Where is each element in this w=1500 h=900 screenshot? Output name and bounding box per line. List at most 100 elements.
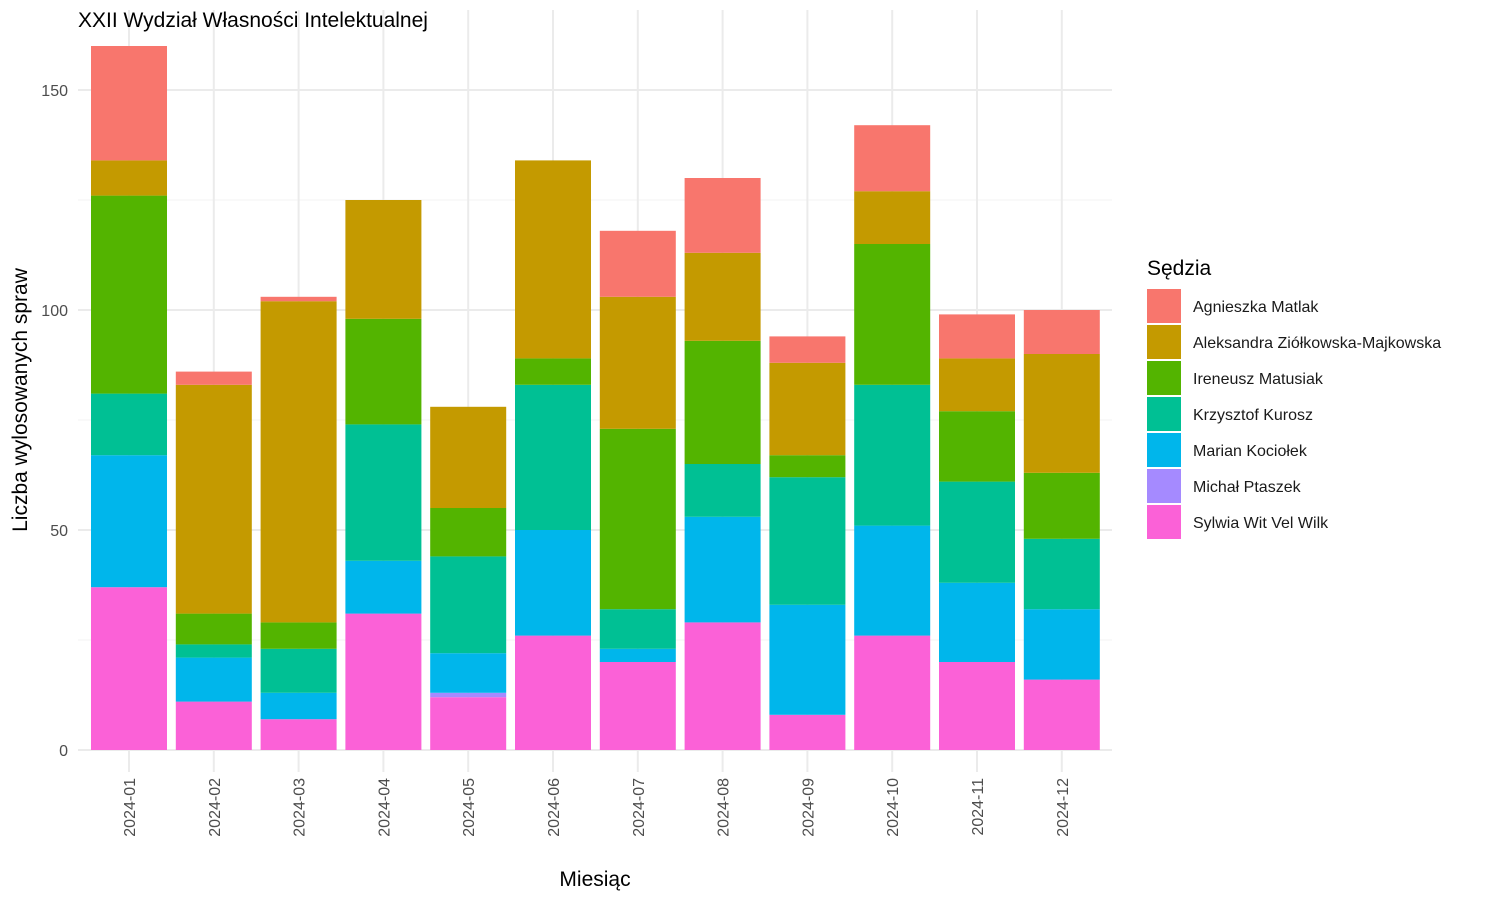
bar-segment: [345, 200, 422, 319]
y-axis-title: Liczba wylosowanych spraw: [9, 267, 32, 532]
legend-label: Agnieszka Matlak: [1193, 299, 1319, 316]
x-tick-label: 2024-12: [1055, 778, 1072, 837]
bar-segment: [260, 296, 337, 302]
bar-segment: [1023, 472, 1100, 539]
bar-segment: [515, 160, 591, 359]
bar-segment: [684, 340, 761, 464]
bar-segment: [769, 455, 846, 478]
legend-label: Sylwia Wit Vel Wilk: [1193, 515, 1329, 532]
legend-label: Ireneusz Matusiak: [1193, 371, 1324, 388]
bar-segment: [175, 701, 252, 750]
bar-segment: [684, 178, 761, 253]
bar-segment: [854, 125, 931, 192]
y-axis-ticks: 0 50 100 150: [41, 83, 68, 760]
y-tick-label: 100: [41, 303, 68, 320]
bar-segment: [430, 508, 507, 557]
bar-segment: [599, 648, 676, 662]
x-tick-label: 2024-05: [461, 778, 478, 837]
bar-segment: [175, 657, 252, 702]
bar-segment: [430, 653, 507, 693]
legend-swatch: [1147, 289, 1181, 323]
bar-segment: [1023, 609, 1100, 680]
y-tick-label: 0: [59, 743, 68, 760]
bar-segment: [599, 609, 676, 649]
bar-segment: [1023, 538, 1100, 610]
bar-segment: [260, 301, 337, 623]
bar-segment: [939, 358, 1015, 412]
bar-segment: [91, 587, 167, 750]
bar-segment: [684, 252, 761, 341]
bar-segment: [684, 516, 761, 623]
legend-label: Aleksandra Ziółkowska-Majkowska: [1193, 335, 1441, 352]
y-tick-label: 150: [41, 83, 68, 100]
bar-segment: [345, 613, 422, 750]
x-axis-title: Miesiąc: [559, 868, 630, 891]
bar-segment: [260, 648, 337, 693]
legend: Sędzia Agnieszka Matlak Aleksandra Ziółko…: [1147, 257, 1441, 539]
chart-title: XXII Wydział Własności Intelektualnej: [78, 9, 428, 32]
bar-segment: [260, 719, 337, 750]
bar-segment: [769, 477, 846, 605]
bar-segment: [854, 384, 931, 526]
bar-segment: [1023, 354, 1100, 473]
bar-segment: [769, 604, 846, 715]
bar-segment: [91, 455, 167, 588]
x-tick-label: 2024-08: [716, 778, 733, 837]
bar-segment: [91, 46, 167, 161]
bar-segment: [175, 613, 252, 645]
x-axis-ticks: 2024-01 2024-02 2024-03 2024-04 2024-05 2024-…: [122, 778, 1072, 837]
bars: [91, 46, 1100, 750]
bar-segment: [939, 582, 1015, 662]
bar-segment: [599, 230, 676, 297]
bar-segment: [599, 662, 676, 750]
bar-segment: [260, 622, 337, 649]
bar-segment: [515, 384, 591, 530]
bar-segment: [345, 560, 422, 614]
bar-segment: [91, 195, 167, 394]
bar-segment: [91, 160, 167, 196]
bar-segment: [939, 411, 1015, 482]
bar-segment: [854, 191, 931, 244]
bar-segment: [515, 530, 591, 636]
bar-segment: [599, 428, 676, 610]
bar-segment: [430, 692, 507, 698]
bar-segment: [769, 362, 846, 456]
legend-swatch: [1147, 433, 1181, 467]
x-tick-label: 2024-03: [292, 778, 309, 837]
x-tick-label: 2024-02: [207, 778, 224, 837]
x-tick-label: 2024-07: [631, 778, 648, 837]
bar-segment: [515, 635, 591, 750]
legend-label: Marian Kociołek: [1193, 443, 1308, 460]
legend-label: Michał Ptaszek: [1193, 479, 1302, 496]
legend-swatch: [1147, 325, 1181, 359]
bar-segment: [91, 393, 167, 456]
legend-swatch: [1147, 469, 1181, 503]
bar-segment: [854, 525, 931, 636]
x-tick-label: 2024-10: [885, 778, 902, 837]
legend-swatch: [1147, 397, 1181, 431]
x-tick-label: 2024-06: [546, 778, 563, 837]
bar-segment: [175, 371, 252, 385]
legend-swatch: [1147, 505, 1181, 539]
legend-swatch: [1147, 361, 1181, 395]
bar-segment: [430, 406, 507, 508]
bar-segment: [430, 556, 507, 654]
bar-segment: [1023, 310, 1100, 354]
bar-segment: [769, 714, 846, 750]
bar-segment: [515, 358, 591, 385]
x-tick-label: 2024-01: [122, 778, 139, 837]
bar-segment: [345, 318, 422, 425]
bar-segment: [939, 662, 1015, 750]
x-tick-label: 2024-11: [970, 778, 987, 836]
legend-title: Sędzia: [1147, 257, 1212, 280]
bar-segment: [854, 635, 931, 750]
bar-segment: [430, 697, 507, 750]
bar-segment: [1023, 679, 1100, 750]
bar-segment: [939, 481, 1015, 583]
x-tick-label: 2024-04: [376, 778, 393, 837]
x-tick-label: 2024-09: [800, 778, 817, 837]
bar-segment: [769, 336, 846, 363]
y-tick-label: 50: [50, 523, 68, 540]
bar-segment: [260, 692, 337, 720]
